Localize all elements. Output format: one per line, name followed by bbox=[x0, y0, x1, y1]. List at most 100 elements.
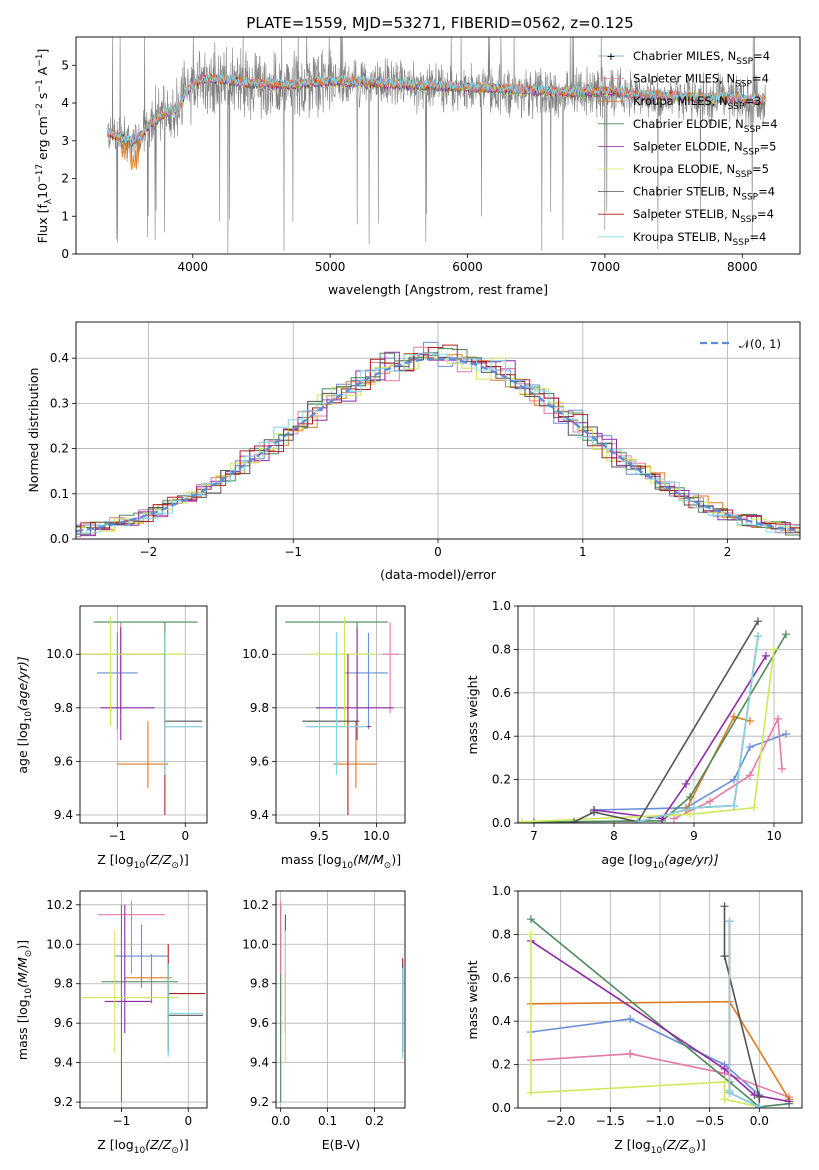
y-tick-label: 9.6 bbox=[250, 754, 269, 768]
y-tick-label: 3 bbox=[61, 134, 69, 148]
y-tick-label: 10.0 bbox=[46, 937, 73, 951]
y-tick-label: 5 bbox=[61, 58, 69, 72]
axes-frame bbox=[517, 890, 803, 1109]
x-tick-label: 4000 bbox=[178, 260, 209, 274]
series-line bbox=[533, 633, 787, 823]
y-tick-label: 1.0 bbox=[492, 884, 511, 898]
y-tick-label: 9.8 bbox=[250, 701, 269, 715]
y-axis-label: age [log10(age/yr)] bbox=[15, 656, 34, 773]
data-point bbox=[526, 930, 535, 939]
series-line bbox=[530, 918, 790, 1108]
y-tick-label: 9.8 bbox=[250, 977, 269, 991]
y-tick-label: 0.2 bbox=[492, 1058, 511, 1072]
legend-label: Salpeter MILES, NSSP=4 bbox=[633, 72, 769, 90]
legend-label: Kroupa ELODIE, NSSP=5 bbox=[633, 162, 769, 180]
y-tick-label: 9.6 bbox=[250, 1016, 269, 1030]
x-tick-label: 0.0 bbox=[750, 1114, 769, 1128]
y-tick-label: 0.6 bbox=[492, 686, 511, 700]
series-line bbox=[723, 906, 761, 1107]
x-tick-label: 6000 bbox=[452, 260, 483, 274]
y-tick-label: 0.0 bbox=[492, 1101, 511, 1115]
series-line bbox=[521, 649, 775, 823]
data-point bbox=[670, 814, 678, 823]
data-point bbox=[518, 817, 526, 823]
data-point bbox=[686, 792, 694, 801]
data-point bbox=[570, 817, 578, 823]
data-point bbox=[782, 630, 790, 639]
series-line bbox=[530, 940, 790, 1103]
z-age-panel: −1 0 9.4 9.6 9.8 10.0 Z [log10(Z/Z⊙)] age [log1… bbox=[15, 605, 208, 871]
x-tick-label: 10.0 bbox=[363, 829, 390, 843]
data-point bbox=[755, 1102, 764, 1108]
y-axis-label: mass [log10(M/M⊙)] bbox=[15, 940, 34, 1060]
x-tick-label: 7 bbox=[530, 829, 538, 843]
y-tick-label: 1 bbox=[61, 209, 69, 223]
z-mass-panel: −1 0 9.2 9.4 9.6 9.8 10.0 10.2 Z [log10(Z/Z⊙)] ma… bbox=[15, 890, 208, 1156]
data-point bbox=[720, 952, 729, 961]
spectrum-panel: 4000 5000 6000 7000 8000 0 1 2 3 4 5 wavelength [An… bbox=[35, 36, 801, 297]
y-tick-label: 9.4 bbox=[250, 808, 269, 822]
y-tick-label: 0.1 bbox=[50, 487, 69, 501]
y-tick-label: 0.4 bbox=[492, 729, 511, 743]
x-tick-label: 0.1 bbox=[318, 1114, 337, 1128]
y-tick-label: 1.0 bbox=[492, 599, 511, 613]
x-axis-label: Z [log10(Z/Z⊙)] bbox=[614, 1137, 705, 1156]
legend-label: 𝒩(0, 1) bbox=[739, 337, 781, 351]
y-tick-label: 0.6 bbox=[492, 971, 511, 985]
y-axis-label: mass weight bbox=[465, 960, 480, 1039]
data-point bbox=[720, 1064, 729, 1073]
data-point bbox=[626, 1049, 635, 1058]
axes-frame bbox=[79, 890, 208, 1109]
axes-frame bbox=[517, 605, 803, 824]
axes-frame bbox=[275, 890, 406, 1109]
y-tick-label: 9.4 bbox=[54, 1056, 73, 1070]
y-tick-label: 9.8 bbox=[54, 701, 73, 715]
axes-frame bbox=[275, 605, 406, 824]
y-tick-label: 0.2 bbox=[50, 442, 69, 456]
x-tick-label: −1.0 bbox=[645, 1114, 674, 1128]
x-tick-label: −2 bbox=[140, 545, 158, 559]
x-axis-label: mass [log10(M/M⊙)] bbox=[281, 852, 401, 871]
x-tick-label: 8 bbox=[610, 829, 618, 843]
data-point bbox=[526, 915, 535, 924]
y-tick-label: 0.8 bbox=[492, 927, 511, 941]
spectrum-model-line bbox=[107, 73, 766, 170]
y-tick-label: 10.0 bbox=[242, 647, 269, 661]
z-weight-panel: −2.0 −1.5 −1.0 −0.5 0.0 0.0 0.2 0.4 0.6 0.8 1.0 Z [… bbox=[465, 884, 803, 1156]
y-tick-label: 0 bbox=[61, 247, 69, 261]
mass-age-panel: 9.5 10.0 9.4 9.6 9.8 10.0 mass [log10(M/M⊙)] bbox=[242, 605, 406, 871]
data-point bbox=[754, 617, 762, 626]
axes-frame bbox=[75, 36, 801, 255]
data-point bbox=[746, 771, 754, 780]
series-line bbox=[593, 655, 767, 820]
data-point bbox=[682, 779, 690, 788]
data-point bbox=[720, 1077, 729, 1086]
legend-label: Salpeter ELODIE, NSSP=5 bbox=[633, 139, 776, 157]
x-tick-label: −1 bbox=[284, 545, 302, 559]
x-tick-label: 0.2 bbox=[365, 1114, 384, 1128]
spectrum-model-line bbox=[107, 72, 766, 145]
y-tick-label: 10.2 bbox=[46, 898, 73, 912]
x-axis-label: Z [log10(Z/Z⊙)] bbox=[97, 1137, 188, 1156]
data-point bbox=[782, 730, 790, 739]
y-axis-label: Flux [fλ10−17 erg cm−2 s−1 A−1] bbox=[35, 49, 54, 244]
y-tick-label: 0.2 bbox=[492, 773, 511, 787]
legend-label: Salpeter STELIB, NSSP=4 bbox=[633, 207, 774, 225]
data-point bbox=[706, 797, 714, 806]
y-tick-label: 0.3 bbox=[50, 396, 69, 410]
histogram-step bbox=[76, 344, 800, 534]
y-tick-label: 9.6 bbox=[54, 754, 73, 768]
y-tick-label: 10.2 bbox=[242, 898, 269, 912]
series-line bbox=[573, 620, 759, 823]
x-tick-label: 2 bbox=[724, 545, 732, 559]
data-point bbox=[770, 645, 778, 654]
axes-frame bbox=[79, 605, 208, 824]
figure-title: PLATE=1559, MJD=53271, FIBERID=0562, z=0… bbox=[246, 14, 633, 32]
data-point bbox=[730, 801, 738, 810]
histogram-step bbox=[76, 351, 800, 537]
residual-histogram-panel: −2 −1 0 1 2 0.0 0.1 0.2 0.3 0.4 𝒩(0, 1) (data-model… bbox=[26, 321, 801, 582]
data-point bbox=[725, 1088, 734, 1097]
data-point bbox=[686, 810, 694, 819]
data-point bbox=[746, 743, 754, 752]
